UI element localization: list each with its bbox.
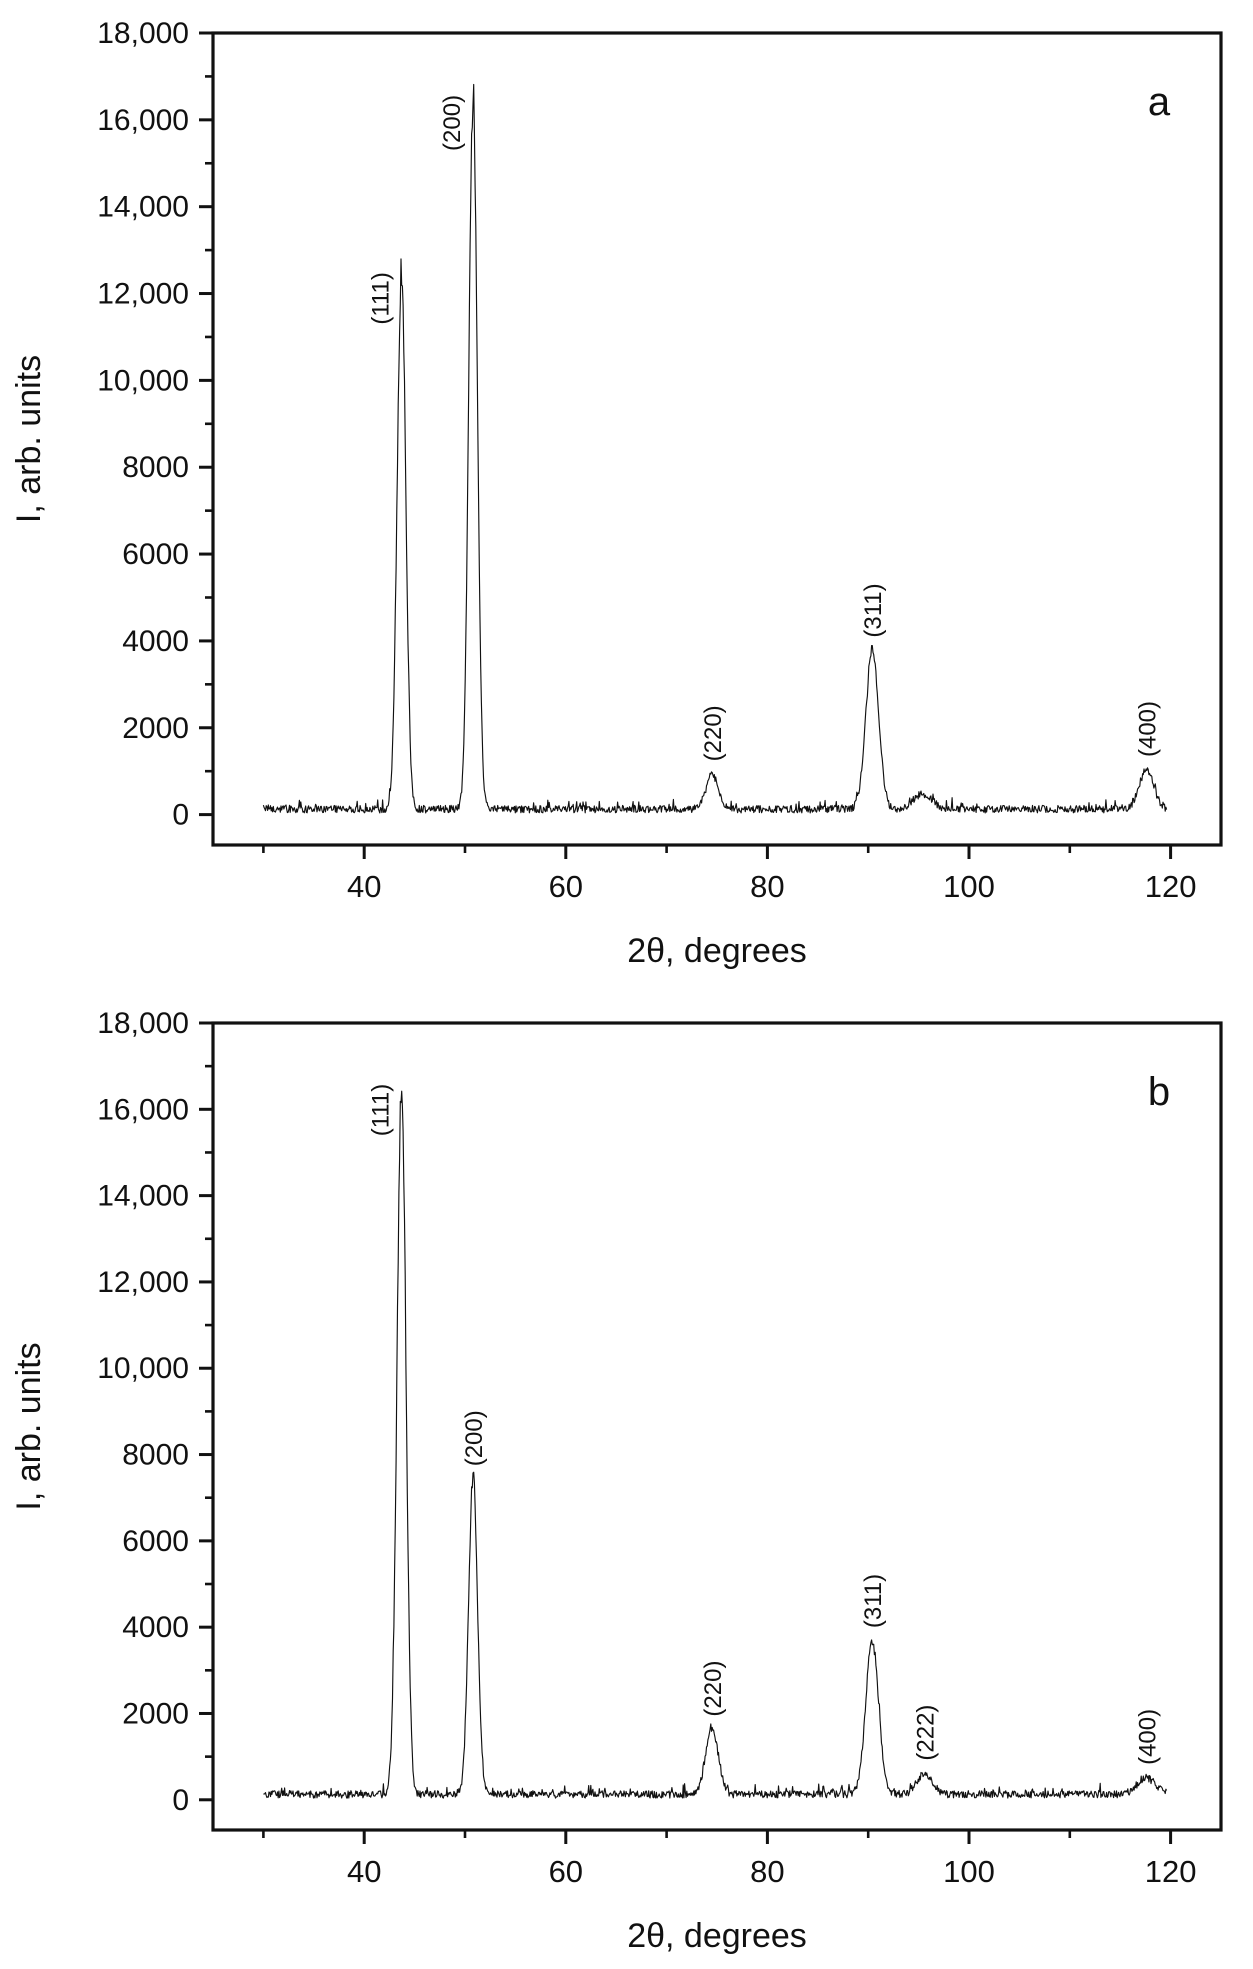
x-tick-label: 60 — [549, 1854, 583, 1889]
peak-label: (111) — [367, 272, 394, 324]
y-tick-label: 8000 — [122, 451, 189, 484]
y-tick-label: 14,000 — [97, 191, 189, 224]
panel-letter: a — [1148, 80, 1171, 124]
y-tick-label: 12,000 — [97, 278, 189, 311]
y-tick-label: 2000 — [122, 1697, 189, 1730]
x-tick-label: 40 — [347, 1854, 381, 1889]
y-tick-label: 4000 — [122, 1611, 189, 1644]
y-tick-label: 18,000 — [97, 1007, 189, 1040]
y-axis-title: I, arb. units — [10, 1342, 48, 1510]
y-tick-label: 18,000 — [97, 17, 189, 50]
panel-letter: b — [1148, 1070, 1170, 1114]
y-tick-label: 6000 — [122, 1525, 189, 1558]
y-axis-title: I, arb. units — [10, 355, 48, 523]
plot-frame — [211, 1021, 1223, 1832]
y-tick-label: 4000 — [122, 625, 189, 658]
peak-label: (400) — [1134, 701, 1161, 757]
y-tick-label: 16,000 — [97, 1093, 189, 1126]
x-tick-label: 120 — [1145, 869, 1197, 904]
plot-frame — [211, 31, 1223, 847]
xrd-panel-a: 0 2000 4000 6000 8000 10,000 12,000 14,000 16,00… — [10, 17, 1223, 970]
x-tick-label: 80 — [750, 1854, 784, 1889]
y-tick-label: 8000 — [122, 1439, 189, 1472]
peak-label: (311) — [860, 1574, 887, 1628]
peak-label: (111) — [367, 1084, 394, 1136]
y-tick-label: 0 — [172, 799, 189, 832]
y-tick-label: 12,000 — [97, 1266, 189, 1299]
x-tick-label: 100 — [943, 869, 995, 904]
peak-label: (222) — [913, 1705, 940, 1761]
y-tick-label: 10,000 — [97, 364, 189, 397]
peak-label: (400) — [1134, 1709, 1161, 1765]
peak-label: (200) — [439, 95, 466, 151]
peak-label: (311) — [860, 583, 887, 637]
x-tick-label: 100 — [943, 1854, 995, 1889]
x-tick-label: 40 — [347, 869, 381, 904]
x-tick-label: 120 — [1145, 1854, 1197, 1889]
y-tick-label: 10,000 — [97, 1352, 189, 1385]
diffraction-trace — [262, 83, 1168, 814]
peak-label: (200) — [461, 1410, 488, 1466]
peak-label: (220) — [700, 705, 727, 761]
x-tick-label: 60 — [549, 869, 583, 904]
y-tick-label: 14,000 — [97, 1180, 189, 1213]
xrd-panel-b: 0 2000 4000 6000 8000 10,000 12,000 14,000 16,00… — [10, 1007, 1223, 1955]
peak-label: (220) — [700, 1661, 727, 1717]
x-tick-label: 80 — [750, 869, 784, 904]
y-tick-label: 2000 — [122, 712, 189, 745]
diffraction-trace — [263, 1090, 1168, 1799]
y-tick-label: 6000 — [122, 538, 189, 571]
y-tick-label: 0 — [172, 1784, 189, 1817]
x-axis-title: 2θ, degrees — [627, 1917, 807, 1955]
y-tick-label: 16,000 — [97, 104, 189, 137]
x-axis-title: 2θ, degrees — [627, 932, 807, 970]
